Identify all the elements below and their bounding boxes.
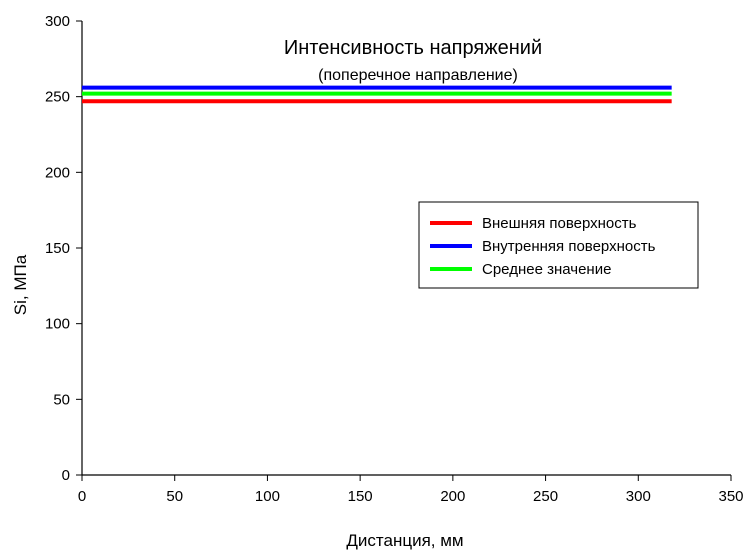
y-tick-label: 300 bbox=[45, 13, 70, 30]
chart-subtitle: (поперечное направление) bbox=[318, 67, 518, 84]
chart-title: Интенсивность напряжений bbox=[284, 37, 542, 59]
x-tick-label: 250 bbox=[533, 488, 558, 505]
x-tick-label: 0 bbox=[78, 488, 86, 505]
legend-label: Внешняя поверхность bbox=[482, 215, 637, 232]
legend-label: Среднее значение bbox=[482, 261, 611, 278]
x-tick-label: 300 bbox=[626, 488, 651, 505]
x-tick-label: 100 bbox=[255, 488, 280, 505]
x-axis-label: Дистанция, мм bbox=[346, 531, 463, 550]
y-tick-label: 50 bbox=[53, 391, 70, 408]
y-ticks: 0 50 100 150 200 250 300 bbox=[45, 13, 82, 484]
x-tick-label: 350 bbox=[718, 488, 743, 505]
y-tick-label: 150 bbox=[45, 240, 70, 257]
y-tick-label: 0 bbox=[62, 467, 70, 484]
series-lines bbox=[82, 85, 672, 104]
x-tick-label: 200 bbox=[440, 488, 465, 505]
y-tick-label: 250 bbox=[45, 89, 70, 106]
y-tick-label: 100 bbox=[45, 316, 70, 333]
y-axis-label: Si, МПа bbox=[11, 254, 30, 315]
x-tick-label: 50 bbox=[166, 488, 183, 505]
y-tick-label: 200 bbox=[45, 164, 70, 181]
legend: Внешняя поверхность Внутренняя поверхност… bbox=[418, 201, 699, 289]
x-ticks: 0 50 100 150 200 250 300 350 bbox=[78, 475, 744, 505]
legend-label: Внутренняя поверхность bbox=[482, 238, 656, 255]
x-tick-label: 150 bbox=[348, 488, 373, 505]
